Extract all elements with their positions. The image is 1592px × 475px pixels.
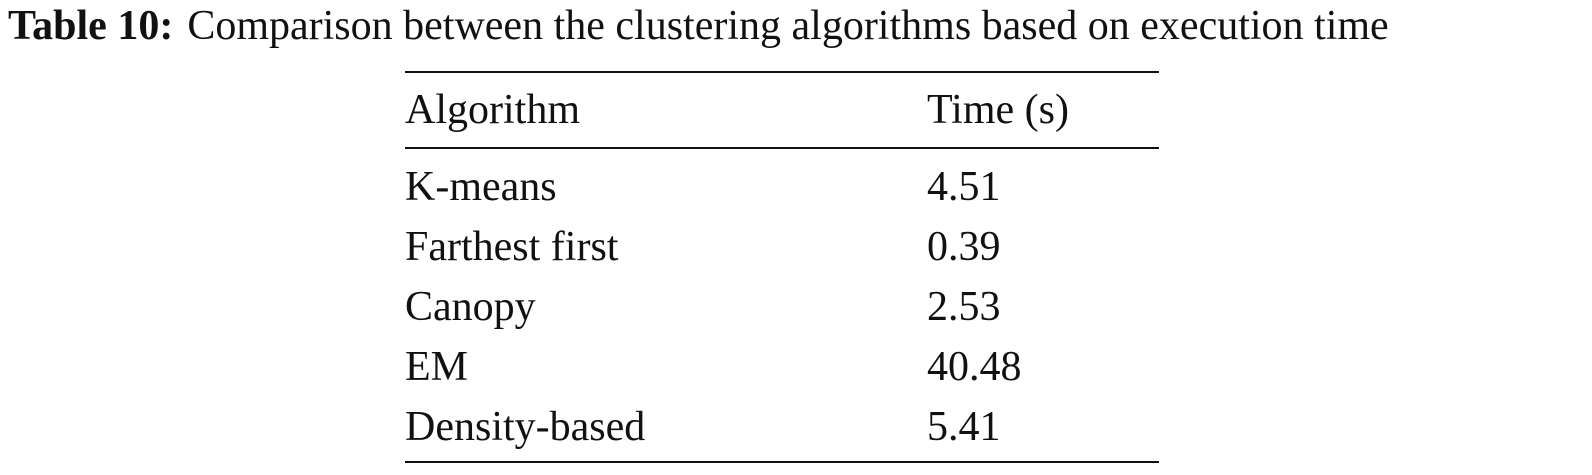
execution-time-table: Algorithm Time (s) K-means 4.51 Farthest… bbox=[405, 71, 1159, 463]
table-header: Algorithm Time (s) bbox=[405, 72, 1159, 148]
algorithm-cell: Farthest first bbox=[405, 224, 619, 270]
header-row: Algorithm Time (s) bbox=[405, 72, 1159, 148]
time-cell: 5.41 bbox=[927, 404, 1001, 450]
table-row: EM 40.48 bbox=[405, 337, 1159, 397]
header-algorithm: Algorithm bbox=[405, 87, 580, 133]
caption-text: Comparison between the clustering algori… bbox=[187, 3, 1389, 49]
time-cell: 40.48 bbox=[927, 344, 1022, 390]
table-number: Table 10: bbox=[8, 3, 174, 49]
table-row: Canopy 2.53 bbox=[405, 277, 1159, 337]
table-body: K-means 4.51 Farthest first 0.39 Canopy … bbox=[405, 148, 1159, 462]
algorithm-cell: Density-based bbox=[405, 404, 646, 450]
time-cell: 2.53 bbox=[927, 284, 1001, 330]
time-cell: 4.51 bbox=[927, 164, 1001, 210]
execution-time-table-container: Algorithm Time (s) K-means 4.51 Farthest… bbox=[405, 71, 1159, 463]
algorithm-cell: EM bbox=[405, 344, 468, 390]
table-row: Density-based 5.41 bbox=[405, 397, 1159, 462]
table-row: K-means 4.51 bbox=[405, 148, 1159, 217]
algorithm-cell: K-means bbox=[405, 164, 557, 210]
table-row: Farthest first 0.39 bbox=[405, 217, 1159, 277]
header-time: Time (s) bbox=[927, 87, 1069, 133]
algorithm-cell: Canopy bbox=[405, 284, 536, 330]
time-cell: 0.39 bbox=[927, 224, 1001, 270]
table-caption: Table 10: Comparison between the clusteri… bbox=[8, 2, 1584, 50]
